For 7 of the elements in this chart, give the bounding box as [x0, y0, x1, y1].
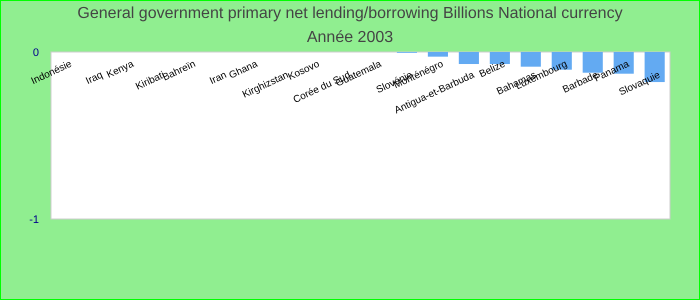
y-tick-label: -1 [29, 214, 39, 226]
x-tick-label: Iran [208, 70, 228, 87]
chart-title: General government primary net lending/borrowing Billions National currency [77, 5, 623, 22]
y-tick-label: 0 [32, 47, 39, 59]
x-tick-label: Kenya [105, 58, 136, 81]
chart-subtitle: Année 2003 [306, 29, 394, 46]
x-tick-label: Iraq [84, 70, 105, 87]
